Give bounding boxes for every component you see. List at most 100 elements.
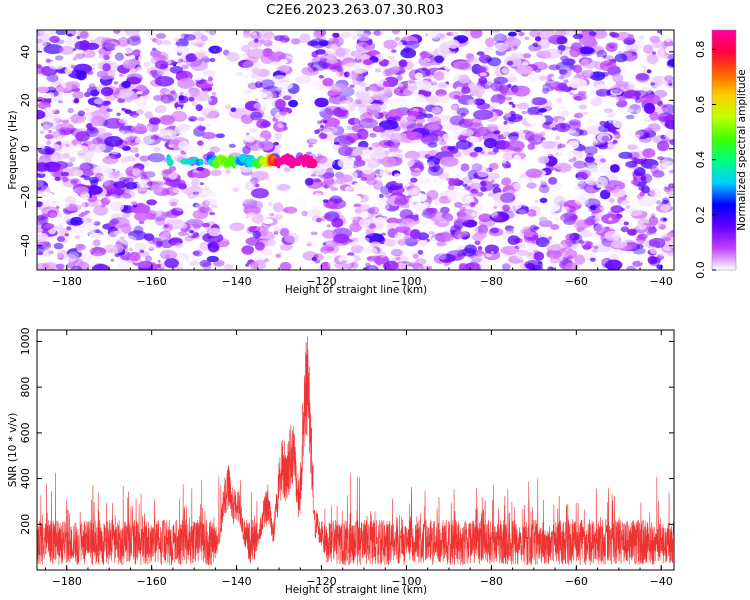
spectrogram-x-tick-label: −180 <box>52 275 82 288</box>
noise-blob <box>524 36 530 41</box>
noise-blob <box>546 242 563 251</box>
noise-blob <box>102 156 119 165</box>
spectrogram-x-tick-label: −80 <box>480 275 503 288</box>
noise-blob <box>561 110 571 117</box>
noise-blob <box>313 30 322 39</box>
noise-blob <box>449 145 459 154</box>
noise-blob <box>110 258 115 262</box>
noise-blob <box>658 224 666 230</box>
noise-blob <box>612 117 626 128</box>
noise-blob <box>189 108 198 114</box>
noise-blob <box>607 113 615 118</box>
noise-blob <box>583 183 600 194</box>
noise-blob <box>392 115 401 122</box>
noise-blob <box>583 111 588 115</box>
noise-blob <box>78 34 90 42</box>
spectrogram-y-tick-label: 40 <box>19 45 32 59</box>
noise-blob <box>154 104 170 116</box>
noise-blob <box>79 30 89 40</box>
noise-blob <box>631 51 638 56</box>
noise-blob <box>72 57 77 61</box>
noise-blob <box>595 56 605 62</box>
noise-blob <box>575 112 584 119</box>
noise-blob <box>159 87 170 98</box>
noise-blob <box>633 90 649 99</box>
noise-blob <box>361 246 379 257</box>
noise-blob <box>196 166 205 172</box>
noise-blob <box>367 158 380 169</box>
noise-blob <box>46 140 51 145</box>
noise-blob <box>464 262 481 270</box>
noise-blob <box>433 120 442 125</box>
noise-blob <box>272 135 281 144</box>
noise-blob <box>131 121 138 127</box>
noise-blob <box>64 233 70 237</box>
noise-blob <box>51 91 63 102</box>
noise-blob <box>261 65 266 70</box>
noise-blob <box>37 32 50 44</box>
noise-blob <box>627 77 639 86</box>
noise-blob <box>572 33 583 40</box>
noise-blob <box>465 206 470 210</box>
noise-blob <box>138 261 152 269</box>
noise-blob <box>542 87 549 94</box>
noise-blob <box>556 106 568 116</box>
noise-blob <box>316 36 327 42</box>
noise-blob <box>66 223 86 234</box>
noise-blob <box>176 222 188 230</box>
noise-blob <box>67 107 74 114</box>
noise-blob <box>627 228 637 236</box>
noise-blob <box>370 241 381 248</box>
noise-blob <box>584 156 595 163</box>
noise-blob <box>453 177 460 184</box>
noise-blob <box>632 96 637 100</box>
noise-blob <box>504 56 522 67</box>
noise-blob <box>81 221 95 230</box>
noise-blob <box>508 132 519 141</box>
noise-blob <box>134 153 140 158</box>
noise-blob <box>118 130 126 135</box>
noise-blob <box>409 229 421 240</box>
noise-blob <box>554 217 562 223</box>
noise-blob <box>257 92 267 99</box>
noise-blob <box>188 192 206 202</box>
noise-blob <box>139 249 145 253</box>
noise-blob <box>322 229 337 239</box>
noise-blob <box>493 215 503 221</box>
noise-blob <box>513 154 522 163</box>
noise-blob <box>663 218 667 222</box>
noise-blob <box>78 163 91 171</box>
noise-blob <box>487 220 498 227</box>
noise-blob <box>462 176 473 184</box>
noise-blob <box>444 66 451 70</box>
noise-blob <box>260 79 275 90</box>
noise-blob <box>541 137 546 141</box>
noise-blob <box>506 106 513 112</box>
noise-blob <box>501 44 508 51</box>
signal-blob <box>198 158 204 166</box>
noise-blob <box>91 63 96 67</box>
noise-blob <box>241 44 251 53</box>
noise-blob <box>253 38 259 43</box>
noise-blob <box>328 94 347 105</box>
noise-blob <box>526 182 537 189</box>
noise-blob <box>146 199 158 206</box>
noise-blob <box>490 81 504 92</box>
noise-blob <box>75 53 85 60</box>
noise-blob <box>521 110 528 115</box>
noise-blob <box>639 94 661 105</box>
noise-blob <box>429 30 442 40</box>
noise-blob <box>541 140 556 150</box>
noise-blob <box>88 176 99 184</box>
spectrogram-y-label: Frequency (Hz) <box>7 110 19 189</box>
noise-blob <box>41 213 49 220</box>
noise-blob <box>366 178 378 186</box>
noise-blob <box>434 55 444 64</box>
noise-blob <box>459 206 467 212</box>
noise-blob <box>539 197 548 204</box>
noise-blob <box>507 235 520 246</box>
noise-blob <box>101 42 116 52</box>
noise-blob <box>284 232 300 244</box>
noise-blob <box>139 155 150 162</box>
noise-blob <box>606 94 619 106</box>
